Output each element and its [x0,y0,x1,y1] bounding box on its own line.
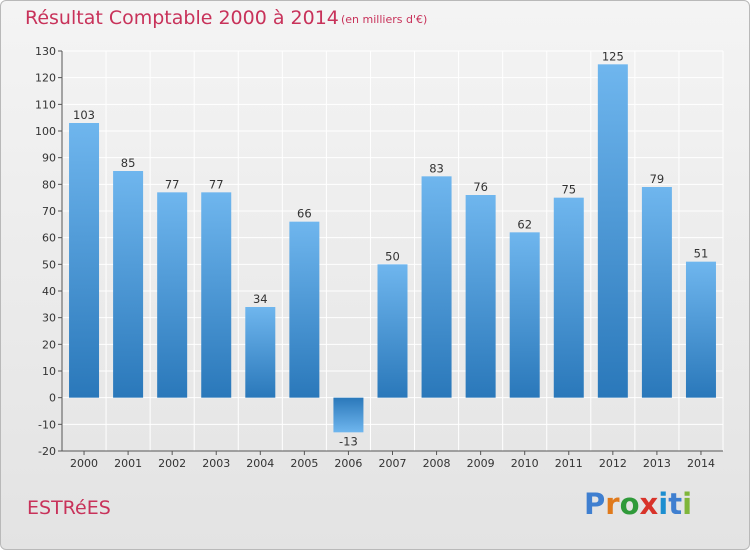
bar-2008 [421,176,452,398]
x-tick-label: 2003 [202,457,230,470]
logo-letter: i [658,487,669,521]
x-tick-label: 2000 [70,457,98,470]
y-tick-label: 130 [35,45,56,58]
bar-2005 [289,221,320,398]
data-label: 50 [385,249,400,263]
x-tick-label: 2008 [423,457,451,470]
data-label: -13 [339,434,358,448]
x-tick-label: 2002 [158,457,186,470]
y-tick-label: -10 [38,418,56,431]
y-tick-label: 0 [49,392,56,405]
logo-letter: o [619,487,640,521]
bar-2014 [685,261,716,398]
data-label: 77 [209,177,224,191]
x-tick-label: 2001 [114,457,142,470]
proxiti-logo[interactable]: Proxiti [584,487,692,521]
bar-2007 [377,264,408,398]
logo-letter: x [639,487,659,521]
chart-title: Résultat Comptable 2000 à 2014 [25,7,339,29]
logo-letter: r [605,487,620,521]
chart-subtitle: (en milliers d'€) [341,13,428,26]
y-tick-label: 20 [42,338,56,351]
x-tick-label: 2013 [643,457,671,470]
data-label: 83 [429,161,444,175]
y-tick-label: 40 [42,285,56,298]
x-tick-label: 2014 [687,457,715,470]
x-tick-label: 2010 [511,457,539,470]
bar-2000 [69,123,100,398]
x-tick-label: 2004 [246,457,274,470]
bar-2002 [157,192,188,398]
bar-2006 [333,397,364,433]
data-label: 75 [561,183,576,197]
logo-letter: t [668,487,683,521]
y-tick-label: 10 [42,365,56,378]
y-tick-label: 110 [35,98,56,111]
y-tick-label: 120 [35,72,56,85]
y-tick-label: 60 [42,232,56,245]
x-tick-label: 2012 [599,457,627,470]
data-label: 77 [165,177,180,191]
town-name: ESTRéES [27,497,111,519]
bar-2012 [597,64,628,398]
y-tick-label: 100 [35,125,56,138]
bar-2013 [641,187,672,398]
data-label: 125 [602,49,624,63]
bar-2009 [465,195,496,398]
data-label: 62 [517,217,532,231]
x-tick-label: 2011 [555,457,583,470]
y-tick-label: 50 [42,258,56,271]
bar-2001 [113,171,144,398]
data-label: 51 [694,247,709,261]
x-tick-label: 2007 [379,457,407,470]
y-tick-label: 90 [42,152,56,165]
data-label: 34 [253,292,268,306]
data-label: 76 [473,180,488,194]
bar-2004 [245,307,276,398]
logo-letter: P [584,487,606,521]
logo-letter: i [682,487,693,521]
data-label: 66 [297,207,312,221]
data-label: 103 [73,108,95,122]
data-label: 79 [650,172,665,186]
data-label: 85 [121,156,136,170]
y-tick-label: -20 [38,445,56,458]
y-tick-label: 70 [42,205,56,218]
x-tick-label: 2006 [334,457,362,470]
x-tick-label: 2005 [290,457,318,470]
bar-2003 [201,192,232,398]
y-tick-label: 30 [42,312,56,325]
x-tick-label: 2009 [467,457,495,470]
bar-2011 [553,197,584,398]
y-tick-label: 80 [42,178,56,191]
bar-2010 [509,232,540,398]
